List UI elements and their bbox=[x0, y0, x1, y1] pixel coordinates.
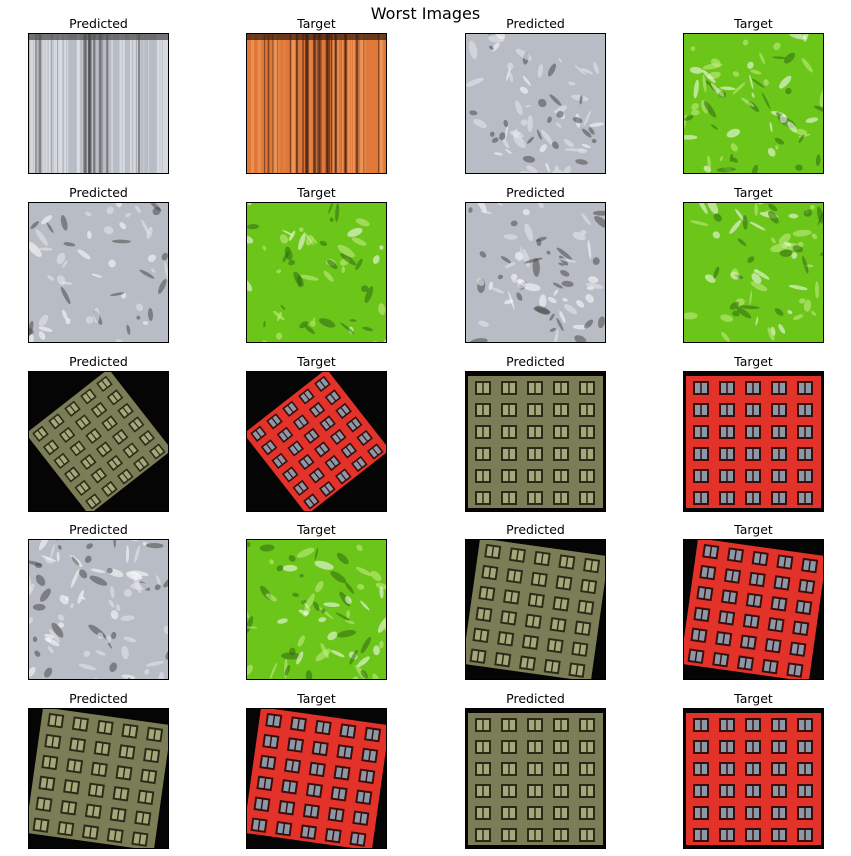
panel-title: Target bbox=[297, 16, 336, 31]
target-image bbox=[246, 371, 387, 512]
panel-title: Predicted bbox=[506, 354, 565, 369]
predicted-image bbox=[28, 202, 169, 343]
image-content bbox=[247, 34, 386, 173]
panel-title: Target bbox=[297, 691, 336, 706]
target-image bbox=[683, 539, 824, 680]
image-content bbox=[466, 372, 605, 511]
panel-title: Predicted bbox=[506, 16, 565, 31]
panel-title: Target bbox=[734, 185, 773, 200]
image-content bbox=[684, 372, 823, 511]
target-image bbox=[246, 202, 387, 343]
image-content bbox=[466, 203, 605, 342]
target-image bbox=[246, 539, 387, 680]
panel-title: Predicted bbox=[69, 16, 128, 31]
panel-title: Predicted bbox=[506, 522, 565, 537]
image-content bbox=[684, 34, 823, 173]
panel-title: Predicted bbox=[69, 691, 128, 706]
predicted-image bbox=[28, 371, 169, 512]
target-image bbox=[683, 202, 824, 343]
panel-title: Target bbox=[734, 691, 773, 706]
target-image bbox=[683, 371, 824, 512]
image-content bbox=[29, 372, 168, 511]
predicted-image bbox=[28, 539, 169, 680]
panel-title: Predicted bbox=[69, 354, 128, 369]
target-image bbox=[683, 33, 824, 174]
panel-title: Target bbox=[734, 16, 773, 31]
predicted-image bbox=[465, 371, 606, 512]
figure-title: Worst Images bbox=[370, 4, 481, 23]
image-content bbox=[29, 34, 168, 173]
image-content bbox=[29, 540, 168, 679]
panel-title: Target bbox=[297, 354, 336, 369]
image-content bbox=[466, 709, 605, 848]
image-content bbox=[29, 203, 168, 342]
panel-title: Target bbox=[734, 522, 773, 537]
image-content bbox=[684, 540, 823, 679]
predicted-image bbox=[465, 202, 606, 343]
target-image bbox=[683, 708, 824, 849]
image-content bbox=[466, 34, 605, 173]
panel-title: Target bbox=[297, 185, 336, 200]
image-content bbox=[247, 540, 386, 679]
panel-title: Target bbox=[297, 522, 336, 537]
panel-title: Predicted bbox=[69, 185, 128, 200]
panel-title: Predicted bbox=[506, 691, 565, 706]
image-content bbox=[247, 372, 386, 511]
image-content bbox=[684, 709, 823, 848]
image-content bbox=[29, 709, 168, 848]
target-image bbox=[246, 33, 387, 174]
predicted-image bbox=[465, 539, 606, 680]
predicted-image bbox=[28, 33, 169, 174]
target-image bbox=[246, 708, 387, 849]
image-content bbox=[247, 709, 386, 848]
image-content bbox=[684, 203, 823, 342]
predicted-image bbox=[465, 708, 606, 849]
predicted-image bbox=[28, 708, 169, 849]
image-content bbox=[247, 203, 386, 342]
predicted-image bbox=[465, 33, 606, 174]
image-content bbox=[466, 540, 605, 679]
panel-title: Target bbox=[734, 354, 773, 369]
panel-title: Predicted bbox=[69, 522, 128, 537]
panel-title: Predicted bbox=[506, 185, 565, 200]
